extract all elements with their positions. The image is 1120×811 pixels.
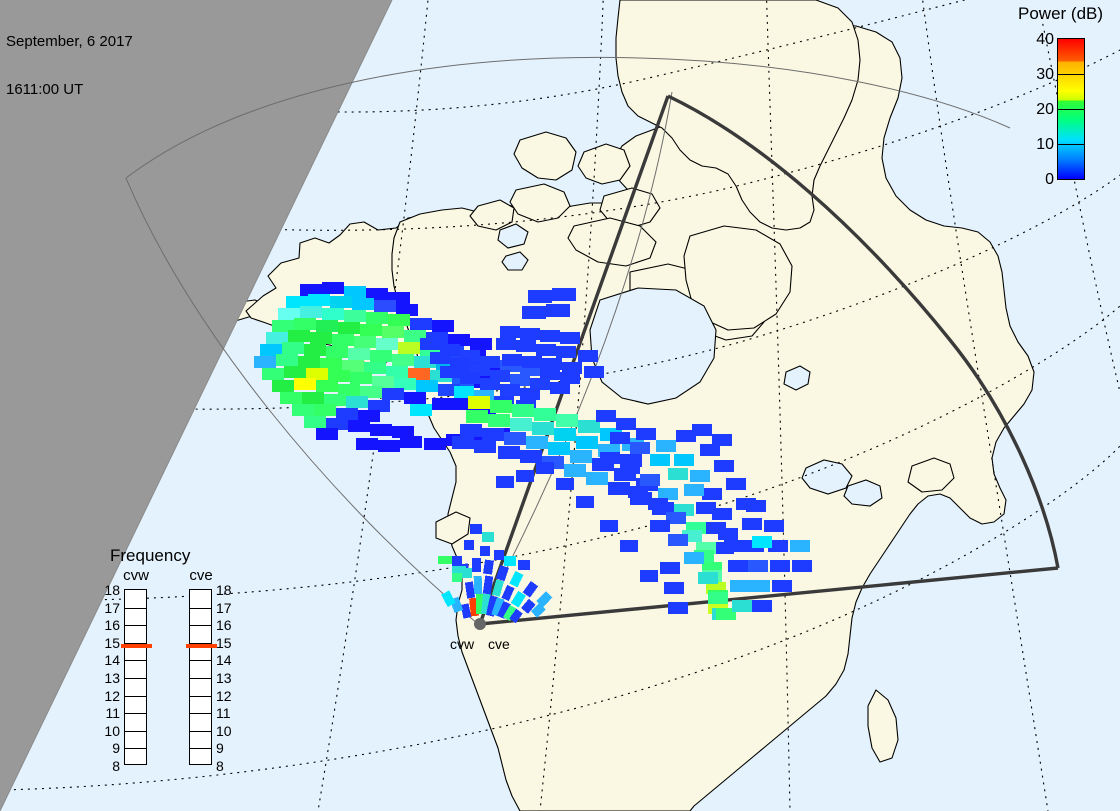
frequency-panel-title: Frequency	[110, 546, 191, 565]
power-tick-30: 30	[1036, 66, 1054, 83]
power-tick-0: 0	[1045, 171, 1054, 188]
timestamp-block: September, 6 2017 1611:00 UT	[6, 2, 133, 130]
freq-tick-right-9: 9	[216, 740, 224, 757]
power-colorbar	[1057, 38, 1085, 180]
fov-thin-arc	[125, 56, 1011, 179]
arctic-island-d	[509, 183, 571, 223]
inland-water-layer	[497, 223, 883, 507]
freq-tick-left-15: 15	[104, 634, 120, 651]
radar-site-marker	[474, 618, 486, 630]
freq-tick-right-15: 15	[216, 634, 232, 651]
fov-far-arc	[667, 94, 1060, 569]
arctic-island-c	[599, 187, 661, 229]
fov-left-edge	[478, 95, 670, 625]
lake-small-c	[501, 251, 529, 271]
baffin-island	[683, 225, 793, 331]
freq-tick-right-14: 14	[216, 652, 232, 669]
gauge-name-cvw: cvw	[123, 567, 149, 584]
timestamp-time: 1611:00 UT	[6, 81, 84, 98]
frequency-panel: Frequency cvw cve	[96, 546, 236, 778]
freq-tick-left-10: 10	[104, 722, 120, 739]
power-tick-10: 10	[1036, 136, 1054, 153]
freq-tick-left-18: 18	[104, 582, 120, 598]
newfoundland	[907, 457, 955, 493]
arctic-island-b	[577, 143, 631, 185]
site-label-cvw: cvw	[450, 636, 475, 652]
lake-small-a	[783, 365, 811, 391]
freq-tick-left-13: 13	[104, 670, 120, 686]
landmass-layer	[181, 0, 1035, 811]
backscatter-cells-layer	[254, 282, 812, 624]
radar-fov-boundary	[478, 94, 1060, 626]
lon-line-3	[766, 0, 791, 811]
scatter-arc-southeast	[496, 410, 812, 620]
freq-tick-right-18: 18	[216, 582, 232, 598]
lat-line-3	[0, 174, 1120, 410]
greenland-landmass	[615, 0, 861, 231]
freq-tick-left-9: 9	[112, 740, 120, 757]
frequency-marker-cvw	[121, 644, 152, 648]
power-tick-20: 20	[1036, 101, 1054, 118]
power-legend-title: Power (dB)	[1018, 4, 1104, 23]
fov-thin-left	[125, 177, 479, 625]
freq-tick-right-17: 17	[216, 599, 232, 616]
florida-peninsula	[867, 689, 899, 763]
freq-tick-left-14: 14	[104, 652, 120, 669]
freq-tick-right-16: 16	[216, 617, 232, 634]
power-legend: Power (dB) 40 30 20 10 0	[1012, 2, 1120, 192]
great-lakes	[801, 459, 853, 495]
freq-tick-left-16: 16	[104, 617, 120, 634]
timestamp-date: September, 6 2017	[6, 33, 133, 50]
gauge-name-cve: cve	[189, 567, 213, 584]
scatter-near-range-fan	[438, 524, 553, 624]
site-label-cve: cve	[488, 636, 510, 652]
frequency-marker-cve	[186, 644, 217, 648]
lat-line-4	[0, 305, 1120, 601]
freq-tick-left-17: 17	[104, 599, 120, 616]
great-lakes-2	[843, 479, 883, 507]
terminator-layer	[0, 0, 393, 811]
lon-line-4	[922, 0, 1049, 811]
freq-tick-right-10: 10	[216, 722, 232, 739]
frequency-gauge-cvw	[121, 589, 152, 765]
lat-line-2	[0, 49, 1120, 231]
terminator-boundary	[0, 0, 393, 811]
fov-bottom-edge	[479, 566, 1059, 626]
frequency-gauge-cve	[186, 589, 217, 765]
freq-tick-right-11: 11	[216, 705, 231, 722]
arctic-island-a	[513, 131, 577, 181]
lon-line-5	[1039, 9, 1120, 393]
freq-tick-right-12: 12	[216, 687, 232, 704]
lake-small-b	[497, 223, 529, 249]
freq-tick-left-12: 12	[104, 687, 120, 704]
freq-tick-left-8: 8	[112, 758, 120, 774]
power-tick-40: 40	[1036, 31, 1054, 48]
freq-tick-right-13: 13	[216, 670, 232, 686]
vancouver-island	[435, 511, 471, 545]
freq-tick-left-11: 11	[105, 705, 120, 722]
lat-line-5	[0, 445, 1120, 791]
freq-tick-right-8: 8	[216, 758, 224, 774]
